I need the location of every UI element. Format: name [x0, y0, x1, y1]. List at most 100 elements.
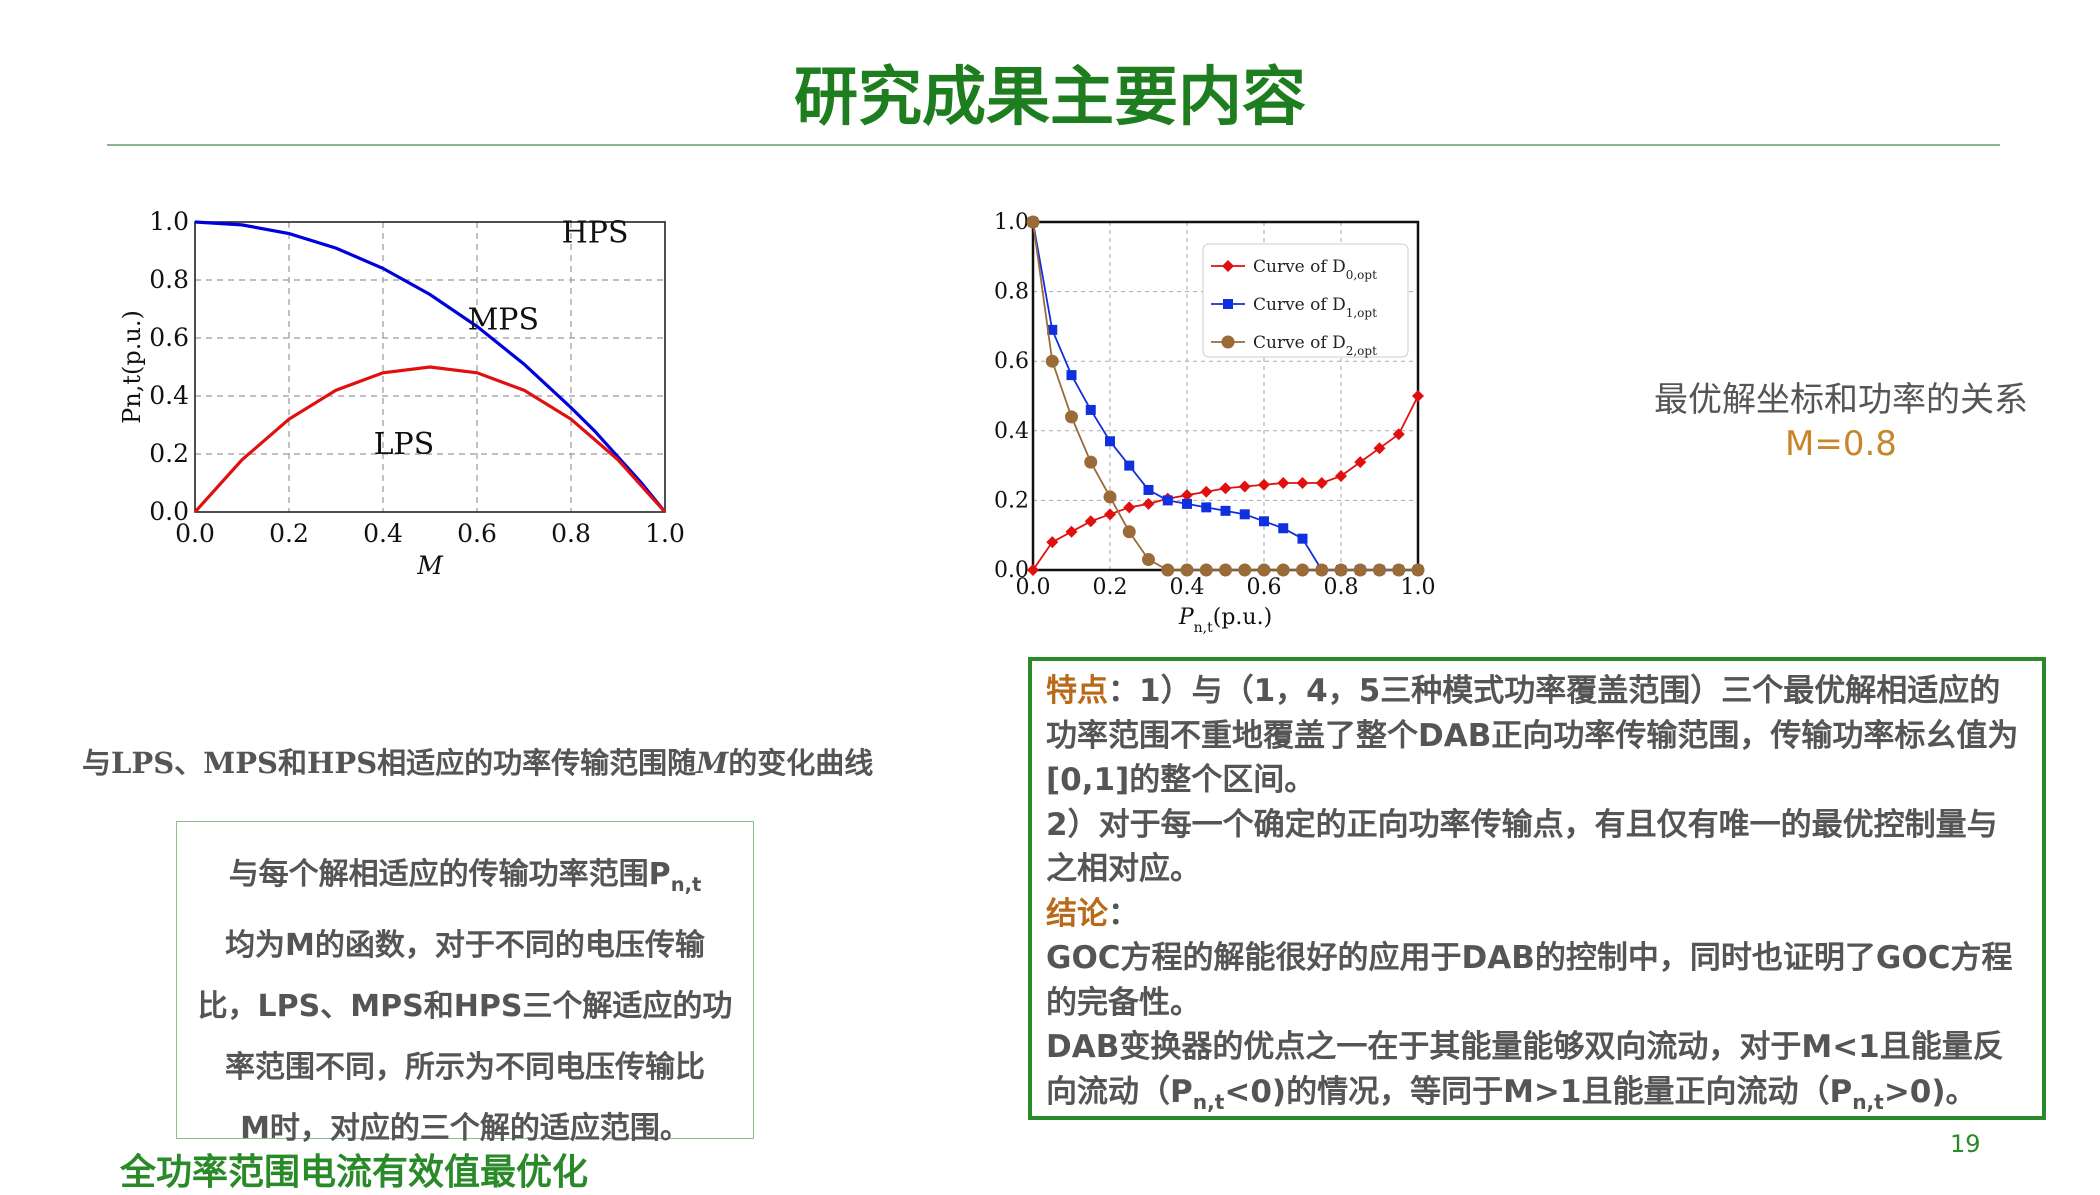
series-0-point-18 [1373, 442, 1386, 455]
series-2-point-1 [1045, 354, 1059, 368]
region-label-mps: MPS [468, 302, 539, 337]
legend-label-1: Curve of D1,opt [1253, 295, 1377, 320]
series-2-point-5 [1122, 525, 1136, 539]
series-1-point-3 [1085, 404, 1096, 415]
x-axis-label: Pn,t(p.u.) [1178, 605, 1272, 636]
y-tick-label: 1.0 [994, 210, 1029, 235]
x-tick-label: 0.0 [175, 519, 215, 548]
series-0-point-13 [1277, 477, 1290, 489]
series-0-point-3 [1084, 515, 1097, 528]
series-line-1 [193, 365, 667, 514]
feature-label: 特点 [1046, 673, 1108, 709]
left-box-line-3: 比，LPS、MPS和HPS三个解适应的功 [197, 989, 733, 1024]
series-1-point-5 [1124, 460, 1135, 471]
series-2-point-19 [1392, 563, 1406, 577]
y-tick-label: 0.2 [994, 488, 1029, 513]
series-2-point-3 [1084, 455, 1098, 469]
y-tick-label: 0.4 [994, 419, 1029, 444]
right-note-m-value: M=0.8 [1785, 424, 1897, 464]
series-2-point-17 [1353, 563, 1367, 577]
left-chart-caption: 与LPS、MPS和HPS相适应的功率传输范围随M的变化曲线 [82, 746, 874, 780]
series-0-point-2 [1065, 525, 1078, 538]
x-tick-label: 1.0 [645, 519, 685, 548]
right-note-title: 最优解坐标和功率的关系 [1654, 380, 2028, 420]
series-0-point-10 [1219, 482, 1232, 495]
series-1-point-4 [1105, 436, 1115, 447]
series-0-point-12 [1258, 478, 1270, 491]
x-tick-label: 1.0 [1401, 575, 1436, 600]
series-1-point-10 [1220, 505, 1231, 516]
series-0-point-16 [1335, 470, 1347, 483]
left-box-line-4: 率范围不同，所示为不同电压传输比 [225, 1050, 705, 1085]
y-tick-label: 0.6 [994, 349, 1029, 374]
series-0-point-5 [1123, 501, 1136, 514]
series-2-point-7 [1161, 563, 1175, 577]
y-tick-label: 0.6 [149, 323, 189, 352]
series-0-point-14 [1296, 477, 1309, 489]
y-axis-label: Pn,t(p.u.) [118, 310, 146, 424]
series-1-point-13 [1278, 523, 1289, 534]
x-tick-label: 0.2 [269, 519, 309, 548]
left-description-box: 与每个解相适应的传输功率范围Pn,t 均为M的函数，对于不同的电压传输 比，LP… [176, 821, 754, 1146]
conclusion-heading: 结论： [1046, 895, 1139, 932]
series-1-point-12 [1259, 516, 1269, 527]
x-tick-label: 0.4 [1170, 575, 1205, 600]
series-2-point-9 [1199, 563, 1213, 577]
series-0-point-17 [1354, 456, 1367, 469]
series-2-point-legend [1221, 335, 1235, 349]
legend-label-0: Curve of D0,opt [1253, 257, 1377, 282]
series-2-point-18 [1373, 563, 1386, 577]
series-0-point-6 [1142, 497, 1155, 510]
series-1-point-2 [1066, 370, 1077, 381]
series-0-point-0 [1027, 564, 1039, 576]
series-line-0 [194, 220, 667, 514]
page-number: 19 [1950, 1130, 1981, 1158]
x-tick-label: 0.6 [457, 519, 497, 548]
series-2-point-14 [1296, 563, 1309, 577]
series-1-point-legend [1223, 299, 1233, 309]
left-box-line-5: M时，对应的三个解的适应范围。 [240, 1111, 690, 1146]
y-tick-label: 0.8 [994, 280, 1029, 305]
series-2-point-8 [1180, 563, 1194, 577]
feature-paragraph: 特点：1）与（1，4，5三种模式功率覆盖范围）三个最优解相适应的功率范围不重地覆… [1046, 673, 2019, 798]
title-divider [107, 144, 2000, 146]
left-box-line-1: 与每个解相适应的传输功率范围Pn,t [228, 857, 702, 896]
series-1-point-7 [1162, 495, 1173, 506]
series-0-point-4 [1104, 508, 1116, 521]
series-0-point-8 [1181, 489, 1193, 502]
conclusion-text-2: DAB变换器的优点之一在于其能量能够双向流动，对于M<1且能量反向流动（Pn,t… [1046, 1029, 2004, 1114]
y-tick-label: 0.8 [149, 265, 189, 294]
power-range-chart: 0.0 0.2 0.4 0.6 0.8 1.0 0.0 0.2 0.4 0.6 0.8 1.0 M Pn,… [118, 207, 685, 580]
right-chart-note: 最优解坐标和功率的关系 M=0.8 [1636, 378, 2046, 466]
plot-frame [194, 221, 666, 513]
series-0-point-15 [1315, 477, 1328, 489]
series-0-point-1 [1046, 536, 1059, 549]
section-subtitle: 全功率范围电流有效值最优化 [120, 1152, 589, 1193]
region-label-hps: HPS [562, 215, 629, 250]
y-tick-label: 0.0 [994, 558, 1029, 583]
conclusion-box: 特点：1）与（1，4，5三种模式功率覆盖范围）三个最优解相适应的功率范围不重地覆… [1028, 657, 2046, 1120]
y-tick-label: 1.0 [149, 207, 189, 236]
y-tick-label: 0.4 [149, 381, 189, 410]
feature-point-2: 2）对于每一个确定的正向功率传输点，有且仅有唯一的最优控制量与之相对应。 [1046, 806, 1998, 888]
y-tick-label: 0.2 [149, 439, 189, 468]
series-2-point-11 [1238, 563, 1252, 577]
series-2-point-6 [1142, 553, 1155, 567]
series-1-point-11 [1239, 509, 1250, 520]
series-0-point-20 [1412, 390, 1424, 402]
series-0-point-11 [1238, 480, 1251, 493]
left-box-line-2: 均为M的函数，对于不同的电压传输 [225, 928, 705, 963]
series-1-point-14 [1297, 533, 1308, 544]
optimal-solution-chart: 0.0 0.2 0.4 0.6 0.8 1.0 0.0 0.2 0.4 0.6 0.8 1.0 Curv… [994, 210, 1436, 636]
series-2-point-20 [1411, 563, 1425, 577]
series-1-point-1 [1047, 324, 1058, 335]
series-2-point-12 [1257, 563, 1271, 577]
series-2-point-2 [1065, 410, 1078, 424]
series-1-point-6 [1143, 484, 1154, 495]
series-2-point-15 [1315, 563, 1329, 577]
slide-title: 研究成果主要内容 [794, 61, 1306, 135]
conclusion-text-1: GOC方程的解能很好的应用于DAB的控制中，同时也证明了GOC方程的完备性。 [1046, 940, 2013, 1021]
series-0-point-9 [1200, 485, 1213, 498]
series-2-point-4 [1103, 490, 1117, 504]
x-axis-label: M [416, 551, 444, 580]
